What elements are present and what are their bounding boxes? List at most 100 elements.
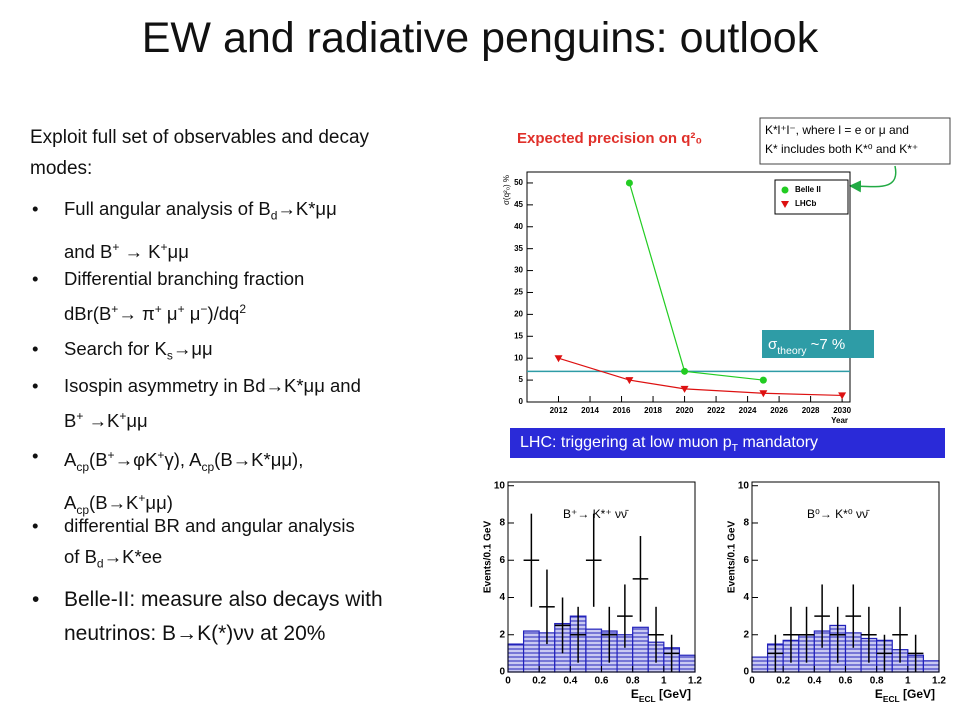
line: Belle-II: measure also decays with [64,583,383,617]
marker [625,179,633,187]
y-label: σ(q²₀) % [502,175,511,205]
x-label: Year [831,416,848,425]
x-tick-label: 2014 [581,406,599,415]
text-run: + [119,409,127,423]
marker [759,376,767,384]
text-run: A [64,492,77,513]
text-run: Exploit full set of observables and deca… [30,127,370,148]
text-run: μ [161,303,178,325]
histogram-bar [751,656,769,673]
histogram-bar [507,643,525,673]
y-tick-label: 30 [514,266,523,275]
text-run: ~7 % [806,336,845,353]
y-label: Events/0.1 GeV [483,521,494,594]
text-run: σ [768,336,778,353]
text-run: mandatory [738,434,819,451]
x-tick-label: 0.2 [532,676,546,687]
text-run: γ), A [164,449,202,471]
arrow [849,165,897,193]
text-run: + [157,448,165,462]
text-run: →μμ [172,338,213,359]
x-tick-label: 2020 [676,406,694,415]
text-run: μμ [167,240,189,262]
series-line [558,357,843,397]
line: B+ →K+μμ [64,401,361,436]
line: dBr(B+→ π+ μ+ μ−)/dq2 [64,294,304,329]
text-run: differential BR and angular analysis [64,515,355,536]
histogram-bar [632,626,649,673]
slide-title: EW and radiative penguins: outlook [141,14,819,62]
text-run: neutrinos: B→K(*)νν at 20% [64,622,326,645]
y-tick-label: 10 [738,480,750,491]
intro: Exploit full set of observables and deca… [30,122,369,184]
text-run: + [160,239,168,254]
text-run: 2 [239,302,247,316]
bullet: differential BR and angular analysis of B… [32,510,355,580]
text-run: E [875,687,883,701]
text-run: →K*μμ [277,198,337,219]
line: Acp(B→K+μμ) [64,483,303,526]
text-run: Full angular analysis of B [64,198,271,219]
y-tick-label: 4 [743,592,749,603]
line: neutrinos: B→K(*)νν at 20% [64,617,383,651]
x-tick-label: 2018 [644,406,662,415]
banner: LHC: triggering at low muon pT mandatory [510,428,945,458]
x-tick-label: 1.2 [688,676,702,687]
y-tick-label: 8 [743,518,749,529]
text-run: dBr(B [64,303,112,325]
bullet: Differential branching fraction dBr(B+→ … [32,263,304,329]
text-run: ECL [639,694,656,704]
x-tick-label: 0.4 [807,676,821,687]
text-run: →K*ee [103,546,163,567]
x-tick-label: 1 [905,676,911,687]
text-run: → K [119,240,161,262]
x-tick-label: 2016 [613,406,631,415]
x-tick-label: 0.6 [839,676,853,687]
text-run: [GeV] [656,687,691,701]
text-run: cp [201,459,215,474]
annotation: K*l⁺l⁻, where l = e or μ and [765,123,909,137]
y-tick-label: 5 [519,375,524,384]
marker [781,201,789,208]
x-tick-label: 0 [749,676,755,687]
histogram-bar [678,654,696,673]
text-run: + [138,490,146,505]
y-tick-label: 50 [514,178,523,187]
marker [781,186,789,194]
text-run: Belle-II: measure also decays with [64,588,383,611]
text-run: + [112,239,120,254]
y-tick-label: 10 [514,353,523,362]
text-run: (B→K*μμ), [214,449,304,471]
x-tick-label: 2030 [833,406,851,415]
legend-label: Belle II [795,185,821,194]
y-tick-label: 2 [499,629,505,640]
text-run: + [111,302,119,316]
y-tick-label: 6 [499,555,505,566]
y-tick-label: 40 [514,222,523,231]
annotation-box [759,117,951,165]
line: of Bd→K*ee [64,541,355,580]
line: Search for Ks→μμ [64,333,213,372]
text-run: LHC: triggering at low muon p [520,434,732,451]
histogram-bar [522,630,540,673]
line: Exploit full set of observables and deca… [30,122,369,153]
y-tick-label: 0 [519,397,524,406]
x-tick-label: 1.2 [932,676,946,687]
x-tick-label: 0.4 [563,676,577,687]
legend-label: LHCb [795,199,816,208]
y-tick-label: 6 [743,555,749,566]
line: differential BR and angular analysis [64,510,355,541]
bullet: Acp(B+→φK+γ), Acp(B→K*μμ),Acp(B→K+μμ) [32,440,304,526]
decay-label: B⁰→ K*⁰ νν̄ [807,507,870,521]
text-run: B [64,410,77,432]
y-label: Events/0.1 GeV [727,521,738,594]
text-run: − [200,302,208,316]
text-run: μμ [126,410,148,432]
y-tick-label: 0 [499,667,505,678]
text-run: d [270,208,278,223]
decay-label: B⁺→ K*⁺ νν̄ [563,507,629,521]
y-tick-label: 8 [499,518,505,529]
